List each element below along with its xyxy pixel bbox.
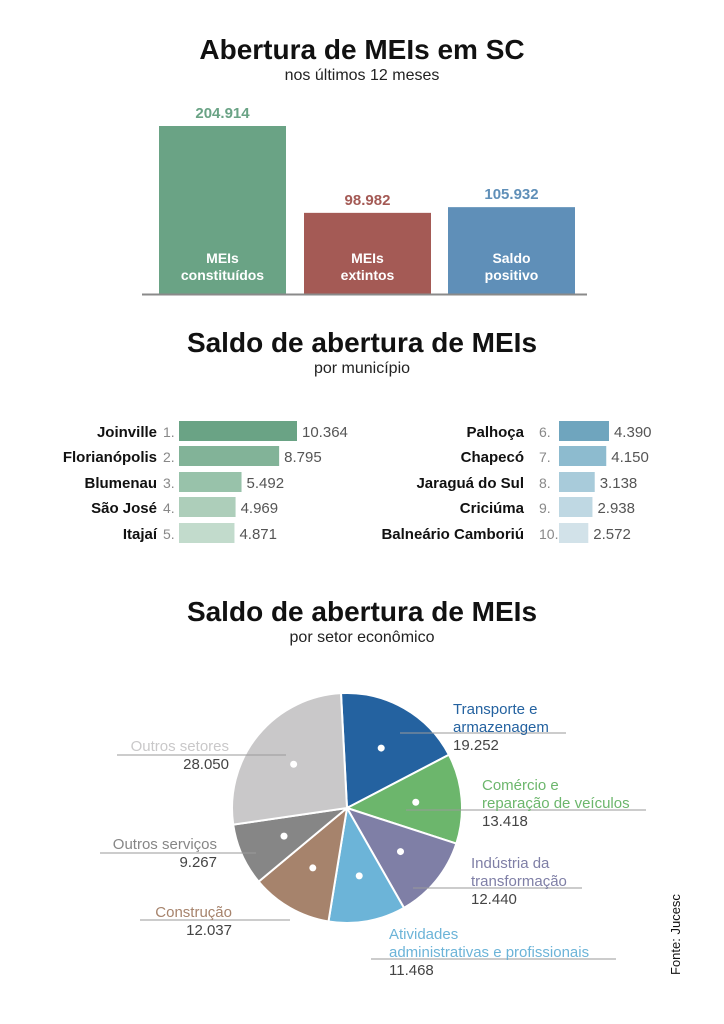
pie-slice-label: transformação [471,873,567,890]
municipality-bar [559,446,607,466]
municipality-name: Florianópolis [63,449,157,466]
municipality-name: Palhoça [466,424,524,441]
municipality-rank: 3. [163,475,175,491]
pie-slice-1 [339,692,451,810]
municipality-rank: 4. [163,500,175,516]
municipality-value: 4.150 [611,449,649,466]
pie-label-dot [355,872,363,880]
pie-slice-value: 12.440 [471,891,517,908]
municipality-rank: 5. [163,526,175,542]
municipality-bar [559,421,609,441]
pie-slice-label: Indústria da [471,855,550,872]
pie-slice-label: Outros serviços [113,836,217,853]
municipality-bar [179,421,297,441]
municipality-name: Jaraguá do Sul [416,475,524,492]
top-bar-label-2: extintos [341,267,395,283]
municipality-bar [559,523,589,543]
municipality-name: Itajaí [123,526,158,543]
municipality-rank: 8. [539,475,551,491]
municipality-bar [179,446,280,466]
municipality-name: Criciúma [460,500,525,517]
pie-slice-label: reparação de veículos [482,795,630,812]
pie-slice-value: 28.050 [183,756,229,773]
pie-slice-3 [344,806,458,910]
pie-slice-2 [344,753,463,845]
municipality-name: Chapecó [461,449,524,466]
municipality-name: Joinville [97,424,157,441]
pie-slice-label: Outros setores [131,738,229,755]
municipality-rank: 7. [539,449,551,465]
municipality-bar [179,497,236,517]
municipality-rank: 10. [539,526,558,542]
top-bar-label-1: MEIs [206,250,239,266]
pie-slice-7 [231,692,349,826]
municipality-value: 4.969 [241,500,279,517]
top-bar-2 [304,212,431,294]
pie-slice-value: 12.037 [186,922,232,939]
top-bar-value-1: 204.914 [195,105,250,122]
municipality-rank: 1. [163,424,175,440]
municipality-rank: 9. [539,500,551,516]
pie-slice-label: administrativas e profissionais [389,944,589,961]
chart1-subtitle: nos últimos 12 meses [284,67,440,84]
municipality-value: 2.938 [597,500,635,517]
pie-slice-value: 19.252 [453,737,499,754]
municipality-bar [559,472,595,492]
municipality-name: Balneário Camboriú [381,526,524,543]
municipality-value: 4.390 [614,424,652,441]
municipality-value: 8.795 [284,449,322,466]
municipality-value: 2.572 [593,526,631,543]
top-bar-label-3: Saldo [492,250,530,266]
chart3-title: Saldo de abertura de MEIs [186,596,538,627]
pie-slice-value: 9.267 [179,854,217,871]
pie-slice-label: Construção [155,904,232,921]
pie-slice-label: Comércio e [482,777,559,794]
top-bar-label-2: MEIs [351,250,384,266]
municipality-value: 3.138 [600,475,638,492]
pie-label-dot [377,744,385,752]
top-bar-label-1: constituídos [181,267,264,283]
pie-slice-label: armazenagem [453,719,549,736]
source-note: Fonte: Jucesc [668,894,683,975]
chart2-title: Saldo de abertura de MEIs [186,327,538,358]
pie-label-dot [396,848,404,856]
pie-label-dot [290,760,298,768]
pie-label-dot [280,832,288,840]
top-bar-value-3: 105.932 [484,186,538,203]
chart1-title: Abertura de MEIs em SC [199,34,525,65]
municipality-name: Blumenau [84,475,157,492]
top-bar-1 [159,126,286,294]
municipality-name: São José [91,500,157,517]
municipality-bar [559,497,593,517]
municipality-value: 5.492 [247,475,285,492]
pie-slice-4 [327,805,406,924]
municipality-value: 4.871 [239,526,277,543]
pie-slice-5 [257,805,349,923]
chart3-subtitle: por setor econômico [289,629,435,646]
pie-label-dot [412,798,420,806]
pie-label-dot [309,864,317,872]
pie-slice-value: 13.418 [482,813,528,830]
municipality-bar [179,523,235,543]
pie-slice-label: Atividades [389,926,458,943]
pie-slice-value: 11.468 [389,962,434,979]
pie-slice-label: Transporte e [453,701,538,718]
municipality-rank: 6. [539,424,551,440]
municipality-value: 10.364 [302,424,348,441]
municipality-rank: 2. [163,449,175,465]
top-bar-label-3: positivo [485,267,539,283]
chart2-subtitle: por município [313,360,411,377]
municipality-bar [179,472,242,492]
top-bar-3 [448,207,575,294]
top-bar-value-2: 98.982 [345,192,391,209]
